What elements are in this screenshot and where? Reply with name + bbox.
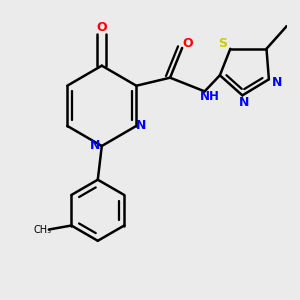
Text: NH: NH xyxy=(200,91,219,103)
Text: O: O xyxy=(97,21,107,34)
Text: S: S xyxy=(219,38,228,50)
Text: N: N xyxy=(136,119,146,132)
Text: N: N xyxy=(90,140,100,152)
Text: N: N xyxy=(272,76,282,89)
Text: N: N xyxy=(239,96,249,109)
Text: O: O xyxy=(182,38,193,50)
Text: CH₃: CH₃ xyxy=(33,224,52,235)
